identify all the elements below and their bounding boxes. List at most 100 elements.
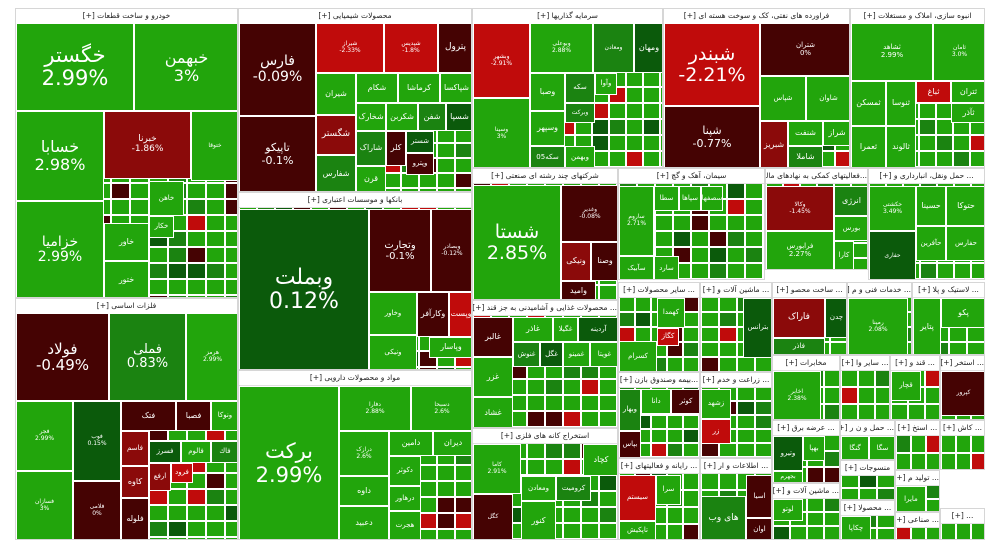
stock-cell[interactable]	[149, 247, 168, 263]
stock-cell[interactable]	[683, 297, 699, 312]
stock-tile[interactable]: بجهرم	[773, 471, 803, 482]
stock-cell[interactable]	[437, 188, 455, 191]
stock-tile[interactable]: خبهمن 3%	[134, 23, 237, 111]
stock-cell[interactable]	[911, 435, 926, 453]
stock-tile[interactable]: وپست	[449, 292, 471, 337]
stock-tile[interactable]: ثمسکن	[851, 81, 886, 126]
stock-cell[interactable]	[691, 263, 709, 279]
stock-cell[interactable]	[745, 183, 763, 199]
stock-cell[interactable]	[956, 523, 971, 539]
stock-tile[interactable]: کلر	[386, 131, 406, 166]
stock-cell[interactable]	[626, 135, 643, 151]
stock-tile[interactable]: کچاد	[583, 444, 617, 476]
stock-tile[interactable]: غالبر	[473, 317, 513, 357]
stock-cell[interactable]	[701, 342, 719, 357]
sector-header[interactable]: مواد و محصولات دارویی [+]	[239, 371, 471, 386]
stock-cell[interactable]	[824, 451, 839, 467]
stock-cell[interactable]	[187, 183, 206, 199]
stock-tile[interactable]: فملی 0.83%	[109, 313, 186, 401]
stock-cell[interactable]	[701, 327, 719, 342]
stock-cell[interactable]	[911, 453, 926, 469]
stock-cell[interactable]	[841, 475, 859, 488]
stock-cell[interactable]	[419, 529, 437, 539]
stock-tile[interactable]: سکه	[565, 73, 595, 103]
stock-cell[interactable]	[727, 263, 745, 279]
stock-cell[interactable]	[727, 231, 745, 247]
stock-cell[interactable]	[626, 87, 643, 103]
stock-cell[interactable]	[149, 279, 168, 295]
sector-header[interactable]: ... محصولا [+]	[841, 501, 894, 516]
stock-cell[interactable]	[936, 135, 953, 151]
stock-tile[interactable]: فلامی 0%	[73, 481, 121, 539]
stock-tile[interactable]: شیراز -2.33%	[316, 23, 384, 73]
stock-cell[interactable]	[949, 342, 967, 354]
stock-cell[interactable]	[745, 247, 763, 263]
stock-cell[interactable]	[896, 527, 911, 539]
stock-cell[interactable]	[437, 481, 455, 497]
stock-cell[interactable]	[937, 263, 954, 279]
stock-cell[interactable]	[807, 526, 824, 539]
stock-cell[interactable]	[824, 512, 839, 526]
stock-cell[interactable]	[651, 429, 667, 443]
stock-cell[interactable]	[599, 475, 617, 491]
stock-cell[interactable]	[187, 521, 206, 537]
stock-cell[interactable]	[599, 523, 617, 539]
stock-cell[interactable]	[419, 497, 437, 513]
sector-header[interactable]: ... قند و [+]	[891, 356, 939, 371]
stock-tile[interactable]: بورس	[834, 216, 867, 241]
stock-cell[interactable]	[683, 443, 699, 457]
stock-cell[interactable]	[626, 71, 643, 87]
stock-cell[interactable]	[437, 158, 455, 173]
stock-cell[interactable]	[527, 443, 545, 459]
stock-cell[interactable]	[875, 387, 889, 404]
stock-cell[interactable]	[563, 411, 581, 427]
stock-cell[interactable]	[619, 312, 635, 327]
stock-cell[interactable]	[545, 395, 563, 411]
stock-tile[interactable]: فجر 2.99%	[16, 401, 73, 471]
sector-header[interactable]: ... صناعی [+]	[896, 513, 939, 528]
stock-cell[interactable]	[941, 453, 956, 469]
stock-cell[interactable]	[691, 215, 709, 231]
stock-tile[interactable]: فاذر	[773, 338, 825, 354]
stock-tile[interactable]: سکه05	[530, 146, 565, 167]
stock-tile[interactable]: فرود	[171, 463, 193, 483]
stock-cell[interactable]	[925, 387, 939, 404]
stock-cell[interactable]	[655, 231, 673, 247]
stock-cell[interactable]	[635, 312, 651, 327]
stock-cell[interactable]	[807, 498, 824, 512]
stock-cell[interactable]	[401, 188, 419, 191]
stock-cell[interactable]	[206, 489, 225, 505]
stock-cell[interactable]	[660, 103, 662, 119]
stock-cell[interactable]	[737, 387, 755, 401]
stock-tile[interactable]: فلوله	[121, 498, 149, 539]
stock-cell[interactable]	[206, 263, 225, 279]
stock-cell[interactable]	[919, 103, 936, 119]
stock-tile[interactable]: کسرام	[619, 341, 657, 371]
stock-cell[interactable]	[149, 295, 168, 297]
stock-cell[interactable]	[875, 404, 889, 419]
stock-cell[interactable]	[869, 279, 886, 280]
stock-cell[interactable]	[745, 279, 763, 280]
stock-cell[interactable]	[545, 379, 563, 395]
stock-cell[interactable]	[824, 435, 839, 451]
stock-cell[interactable]	[919, 135, 936, 151]
sector-header[interactable]: ... لاستیک و پلا [+]	[913, 283, 984, 298]
stock-tile[interactable]: شکام	[356, 73, 398, 103]
stock-cell[interactable]	[149, 521, 168, 537]
stock-cell[interactable]	[926, 453, 939, 469]
stock-tile[interactable]: کپرور	[941, 371, 984, 416]
stock-cell[interactable]	[920, 279, 937, 280]
stock-cell[interactable]	[745, 231, 763, 247]
stock-cell[interactable]	[926, 485, 939, 499]
sector-header[interactable]: سرمایه گذاریها [+]	[473, 9, 662, 24]
stock-cell[interactable]	[419, 481, 437, 497]
stock-cell[interactable]	[581, 411, 599, 427]
stock-tile[interactable]: شراز	[823, 121, 849, 146]
stock-cell[interactable]	[545, 443, 563, 459]
stock-cell[interactable]	[643, 135, 660, 151]
stock-tile[interactable]: ونیکی	[561, 242, 591, 281]
stock-tile[interactable]: چدن	[825, 298, 846, 338]
stock-tile[interactable]: وبهمن	[565, 146, 595, 167]
stock-tile[interactable]: دیران	[433, 431, 471, 456]
stock-tile[interactable]: آردینه	[578, 317, 617, 342]
